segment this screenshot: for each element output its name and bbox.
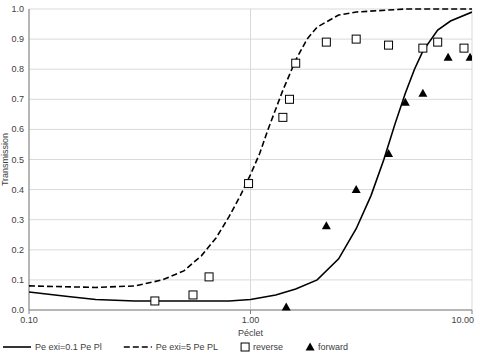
point [282, 302, 291, 310]
series-line [29, 9, 472, 287]
point [292, 59, 300, 67]
x-tick [250, 310, 251, 314]
point [352, 35, 360, 43]
point [466, 53, 472, 61]
y-tick-label: 0.3 [11, 215, 24, 225]
point [444, 53, 453, 61]
y-tick-label: 0.2 [11, 245, 24, 255]
y-tick-label: 0.0 [11, 305, 24, 315]
legend-label: reverse [253, 342, 283, 352]
legend-swatch [124, 346, 152, 348]
legend-swatch [306, 343, 315, 351]
x-tick-label: 1.00 [242, 315, 260, 325]
plot-area [29, 9, 472, 310]
point [286, 95, 294, 103]
legend: Pe exi=0.1 Pe Pl Pe exi=5 Pe PL reverse for… [3, 342, 348, 352]
legend-swatch [3, 346, 31, 348]
y-axis [29, 9, 30, 310]
y-tick-label: 0.9 [11, 34, 24, 44]
point [279, 113, 287, 121]
x-tick [472, 310, 473, 314]
point [418, 89, 427, 97]
legend-swatch [241, 343, 249, 351]
point [352, 185, 361, 193]
point [322, 38, 330, 46]
point [245, 180, 253, 188]
series-line [29, 12, 472, 301]
x-grid-line [250, 9, 251, 310]
point [460, 44, 468, 52]
point [401, 98, 410, 106]
x-grid-line [472, 9, 473, 310]
point [151, 297, 159, 305]
point [384, 149, 393, 157]
y-tick-label: 1.0 [11, 4, 24, 14]
x-grid-line [29, 9, 30, 310]
point [385, 41, 393, 49]
y-tick-label: 0.8 [11, 64, 24, 74]
y-tick-label: 0.7 [11, 94, 24, 104]
x-tick [29, 310, 30, 314]
x-axis [29, 310, 472, 311]
point [205, 273, 213, 281]
y-grid-line [29, 310, 472, 311]
chart: 0.0 0.1 0.2 0.3 0.4 0.5 0.6 0.7 0.8 0.9 1.0 0.10 1.0… [0, 0, 484, 358]
y-tick-label: 0.4 [11, 185, 24, 195]
legend-label: forward [318, 342, 348, 352]
point [189, 291, 197, 299]
x-tick-label: 0.10 [20, 315, 38, 325]
point [419, 44, 427, 52]
legend-label: Pe exi=5 Pe PL [156, 342, 218, 352]
point [322, 221, 331, 229]
point [434, 38, 442, 46]
y-tick-label: 0.6 [11, 124, 24, 134]
x-axis-label: Péclet [238, 328, 264, 338]
x-tick-label: 10.00 [451, 315, 474, 325]
legend-label: Pe exi=0.1 Pe Pl [35, 342, 102, 352]
y-tick-label: 0.5 [11, 155, 24, 165]
y-tick-label: 0.1 [11, 275, 24, 285]
y-axis-label: Transmission [0, 133, 10, 186]
